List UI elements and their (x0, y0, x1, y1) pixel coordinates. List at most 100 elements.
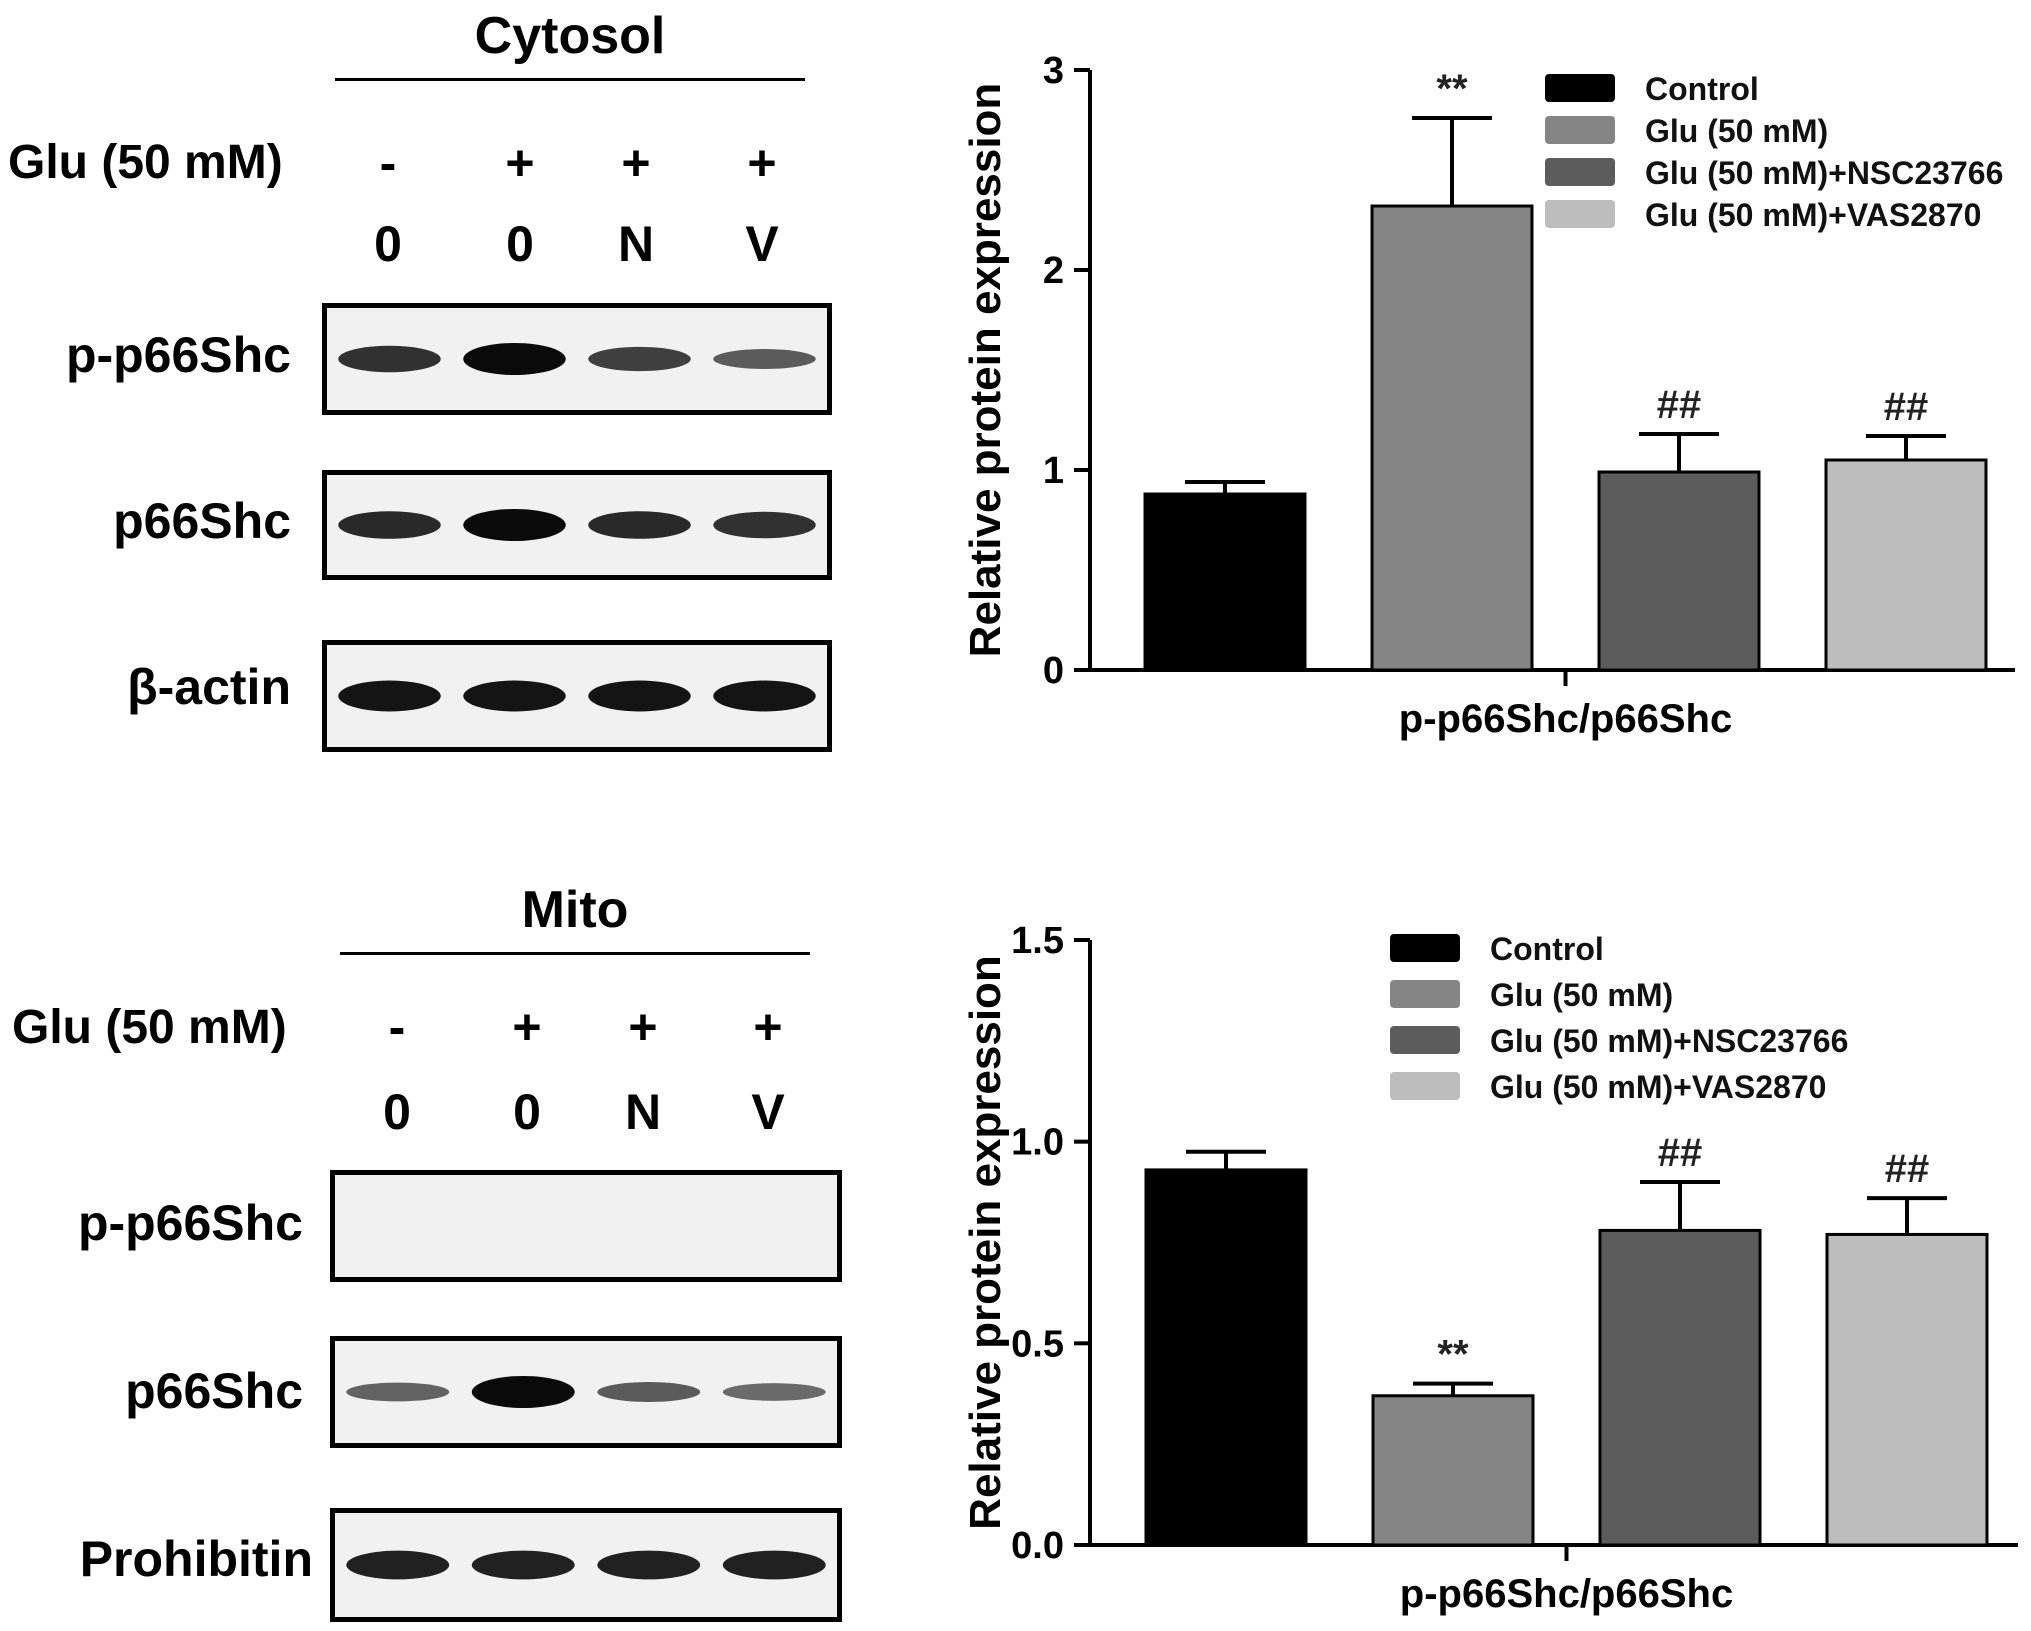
band-lane-3 (597, 1382, 701, 1402)
cytosol-blot-p-p66shc (322, 303, 832, 415)
bar-2 (1370, 204, 1534, 672)
cytosol-lane-label-3: N (617, 216, 655, 272)
mito-sign-4: + (753, 999, 783, 1055)
mito-row-label-p-p66shc: p-p66Shc (77, 1195, 303, 1251)
mito-blot-prohibitin (330, 1508, 842, 1622)
band-lane-4 (713, 349, 816, 369)
cytosol-treatment-label: Glu (50 mM) (8, 136, 283, 189)
mito-row-label-p66shc: p66Shc (125, 1363, 303, 1419)
cytosol-row-label-p66shc: p66Shc (113, 493, 291, 549)
band-lane-1 (346, 1382, 450, 1402)
mito-bands-p-p66shc (335, 1175, 837, 1277)
legend-entry: Glu (50 mM)+NSC23766 (1490, 1023, 1848, 1059)
mito-treatment-label: Glu (50 mM) (12, 1001, 287, 1054)
cytosol-blot-p66shc (322, 470, 832, 580)
band-lane-2 (463, 343, 566, 375)
cytosol-sign-2: + (505, 135, 535, 191)
band-lane-3 (588, 511, 691, 539)
band-lane-1 (346, 1550, 450, 1580)
legend-swatch (1545, 74, 1615, 102)
band-lane-2 (463, 680, 566, 712)
band-lane-4 (713, 680, 816, 712)
mito-bands-p66shc (346, 1376, 826, 1408)
x-tick-label: p-p66Shc/p66Shc (1400, 1572, 1733, 1616)
legend-entry: Glu (50 mM) (1645, 113, 1828, 149)
band-lane-2 (463, 509, 566, 541)
legend-swatch (1545, 158, 1615, 186)
mito-blot-p-p66shc (330, 1170, 842, 1282)
cytosol-row-label-p-p66shc: p-p66Shc (65, 327, 291, 383)
band-lane-4 (722, 1550, 826, 1580)
significance-mark: ## (1885, 1147, 1930, 1191)
y-tick-label: 0 (1043, 650, 1064, 692)
mito-sign-3: + (628, 999, 658, 1055)
bar-3 (1598, 1228, 1762, 1547)
y-tick-label: 1.5 (1011, 920, 1064, 962)
y-tick-label: 0.5 (1011, 1323, 1064, 1365)
bar-2 (1371, 1394, 1535, 1547)
x-tick-label: p-p66Shc/p66Shc (1399, 697, 1732, 741)
legend-entry: Control (1645, 71, 1759, 107)
cytosol-bands-p66shc (338, 509, 816, 541)
bar-1 (1143, 492, 1307, 672)
cytosol-blot-beta-actin (322, 640, 832, 752)
significance-mark: ** (1437, 1333, 1469, 1377)
y-tick-label: 2 (1043, 250, 1064, 292)
mito-row-label-prohibitin: Prohibitin (79, 1531, 313, 1587)
legend-swatch (1390, 980, 1460, 1008)
mito-bands-prohibitin (346, 1550, 826, 1580)
mito-sign-1: - (388, 999, 406, 1055)
band-lane-1 (338, 345, 441, 373)
y-tick-label: 1.0 (1011, 1122, 1064, 1164)
cytosol-sign-1: - (379, 135, 397, 191)
significance-mark: ## (1884, 385, 1929, 429)
cytosol-bands-beta-actin (338, 680, 816, 712)
band-lane-3 (588, 346, 691, 372)
cytosol-lane-label-4: V (745, 216, 779, 272)
mito-lane-label-1: 0 (383, 1084, 411, 1140)
legend-swatch (1390, 1026, 1460, 1054)
band-lane-4 (722, 1383, 826, 1401)
band-lane-2 (471, 1550, 575, 1580)
y-tick-label: 3 (1043, 50, 1064, 92)
legend-swatch (1390, 934, 1460, 962)
band-lane-3 (597, 1550, 701, 1580)
significance-mark: ## (1657, 383, 1702, 427)
mito-lane-label-2: 0 (513, 1084, 541, 1140)
mito-lane-label-3: N (624, 1084, 662, 1140)
cytosol-sign-4: + (747, 135, 777, 191)
mito-sign-2: + (512, 999, 542, 1055)
y-axis-label: Relative protein expression (961, 955, 1010, 1530)
band-lane-1 (338, 511, 441, 539)
bar-4 (1824, 458, 1988, 672)
significance-mark: ** (1436, 67, 1468, 111)
bar-4 (1825, 1232, 1989, 1547)
legend-swatch (1545, 116, 1615, 144)
cytosol-title-rule (335, 78, 805, 81)
legend-swatch (1390, 1072, 1460, 1100)
bar-3 (1597, 470, 1761, 672)
cytosol-title: Cytosol (474, 7, 666, 65)
y-tick-label: 1 (1043, 450, 1064, 492)
band-lane-3 (588, 680, 691, 712)
mito-lane-label-4: V (751, 1084, 785, 1140)
cytosol-row-label-beta-actin: β-actin (127, 659, 291, 715)
y-tick-label: 0.0 (1011, 1525, 1064, 1567)
legend-entry: Glu (50 mM)+VAS2870 (1490, 1069, 1826, 1105)
band-lane-2 (471, 1376, 575, 1408)
mito-title: Mito (521, 881, 629, 939)
cytosol-lane-label-1: 0 (374, 216, 402, 272)
mito-blot-p66shc (330, 1336, 842, 1448)
y-axis-label: Relative protein expression (961, 83, 1010, 658)
band-lane-4 (713, 511, 816, 539)
cytosol-lane-label-2: 0 (506, 216, 534, 272)
chart-cytosol: 0 1 2 3 Relative protein expression ** ## ## p-p… (961, 50, 2015, 741)
band-lane-1 (338, 680, 441, 712)
bar-1 (1144, 1168, 1308, 1547)
cytosol-sign-3: + (621, 135, 651, 191)
mito-title-rule (340, 952, 810, 955)
legend-entry: Glu (50 mM) (1490, 977, 1673, 1013)
legend-entry: Glu (50 mM)+NSC23766 (1645, 155, 2003, 191)
cytosol-bands-p-p66shc (338, 343, 816, 375)
